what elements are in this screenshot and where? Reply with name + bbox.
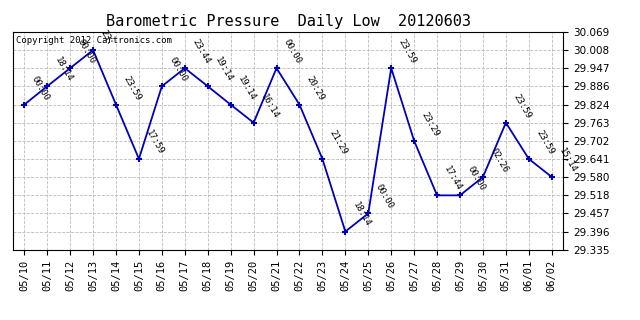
Text: 00:00: 00:00 (76, 38, 97, 65)
Text: 20:29: 20:29 (305, 74, 326, 102)
Text: 23:59: 23:59 (511, 92, 532, 120)
Text: 19:14: 19:14 (236, 74, 257, 102)
Text: 23:59: 23:59 (397, 38, 418, 65)
Text: 17:59: 17:59 (145, 128, 166, 156)
Text: 23:: 23: (99, 29, 115, 47)
Text: Copyright 2012 Cartronics.com: Copyright 2012 Cartronics.com (15, 36, 172, 45)
Title: Barometric Pressure  Daily Low  20120603: Barometric Pressure Daily Low 20120603 (106, 14, 470, 29)
Text: 18:14: 18:14 (52, 56, 74, 84)
Text: 02:26: 02:26 (488, 147, 509, 174)
Text: 23:59: 23:59 (122, 74, 143, 102)
Text: 18:14: 18:14 (351, 201, 372, 229)
Text: 19:14: 19:14 (213, 56, 234, 84)
Text: 23:44: 23:44 (190, 38, 212, 65)
Text: 17:44: 17:44 (443, 165, 464, 193)
Text: 16:14: 16:14 (259, 92, 280, 120)
Text: 23:59: 23:59 (534, 128, 556, 156)
Text: 00:00: 00:00 (465, 165, 487, 193)
Text: 00:00: 00:00 (168, 56, 189, 84)
Text: 21:29: 21:29 (328, 128, 349, 156)
Text: 23:29: 23:29 (420, 110, 441, 138)
Text: 00:00: 00:00 (374, 183, 395, 211)
Text: 00:00: 00:00 (282, 38, 303, 65)
Text: 15:14: 15:14 (557, 147, 579, 174)
Text: 00:00: 00:00 (30, 74, 51, 102)
